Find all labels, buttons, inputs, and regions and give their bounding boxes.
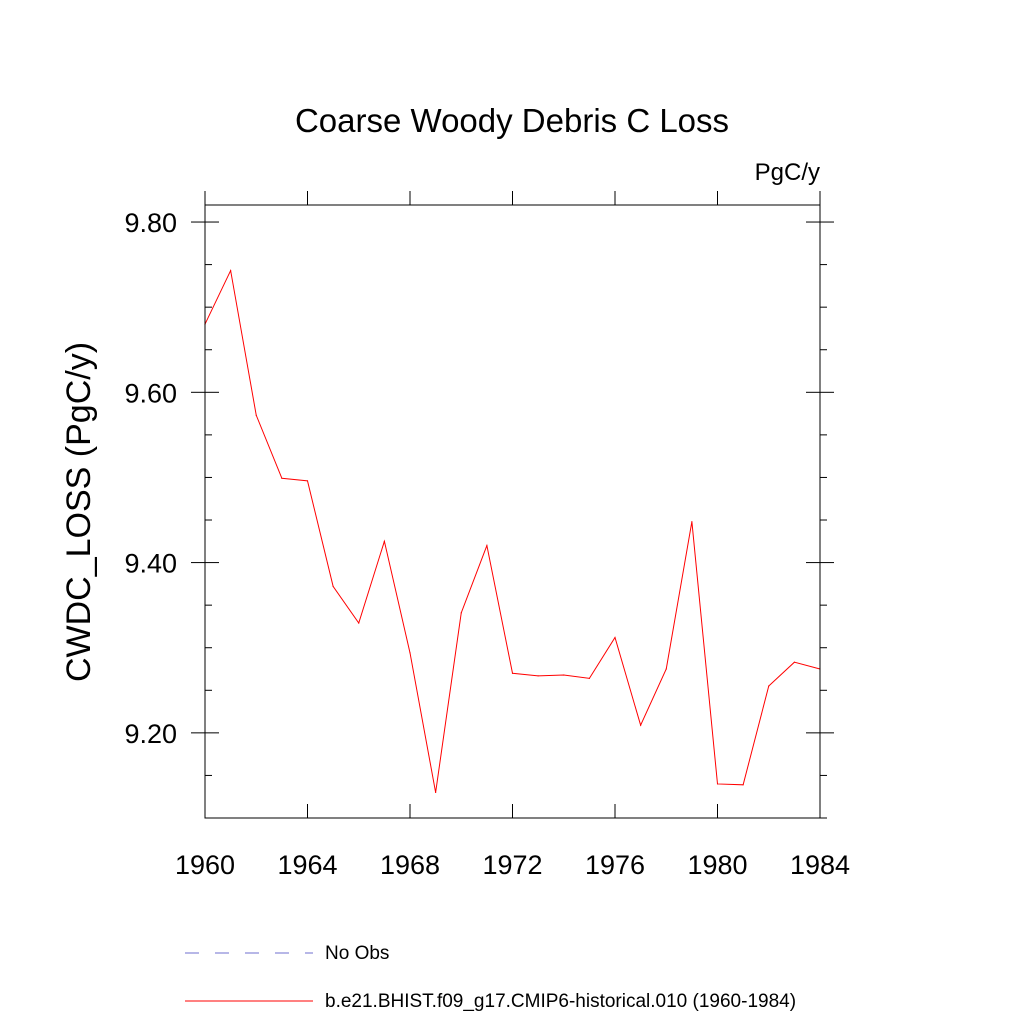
data-point xyxy=(230,269,232,272)
data-point xyxy=(332,585,334,588)
x-tick-label: 1968 xyxy=(380,850,440,880)
tick-labels: 1960 1964 1968 1972 1976 1980 1984 9.20 9.40 9.60… xyxy=(124,208,850,880)
data-point xyxy=(281,477,283,479)
legend-label-no-obs: No Obs xyxy=(325,943,389,964)
x-tick-label: 1960 xyxy=(175,850,235,880)
data-point xyxy=(486,544,488,547)
x-tick-label: 1972 xyxy=(482,850,542,880)
x-tick-label: 1980 xyxy=(687,850,747,880)
data-point xyxy=(640,724,642,726)
legend: No Obs b.e21.BHIST.f09_g17.CMIP6-histori… xyxy=(185,943,796,1012)
data-point xyxy=(255,414,257,416)
data-point xyxy=(409,652,411,654)
y-tick-label: 9.60 xyxy=(124,378,177,408)
data-point xyxy=(358,622,360,624)
chart-title: Coarse Woody Debris C Loss xyxy=(295,102,729,139)
data-point xyxy=(768,685,770,687)
data-point xyxy=(665,668,667,670)
data-point xyxy=(460,612,462,614)
data-point xyxy=(691,521,693,523)
data-point xyxy=(716,783,719,785)
data-point xyxy=(383,540,385,542)
series-layer xyxy=(204,268,821,794)
x-tick-label: 1984 xyxy=(790,850,850,880)
plot-frame xyxy=(204,204,821,819)
y-tick-label: 9.40 xyxy=(124,549,177,579)
data-point xyxy=(537,675,539,677)
data-point xyxy=(306,480,309,482)
data-point xyxy=(563,674,565,676)
y-tick-label: 9.80 xyxy=(124,208,177,238)
axis-ticks xyxy=(191,191,834,819)
y-tick-label: 9.20 xyxy=(124,719,177,749)
data-point xyxy=(511,672,514,674)
data-point xyxy=(793,661,795,663)
legend-label-model: b.e21.BHIST.f09_g17.CMIP6-historical.010… xyxy=(325,991,796,1012)
x-tick-label: 1976 xyxy=(585,850,645,880)
x-tick-label: 1964 xyxy=(277,850,337,880)
y-axis-label: CWDC_LOSS (PgC/y) xyxy=(60,342,98,682)
data-point xyxy=(614,636,616,639)
data-point xyxy=(435,791,437,794)
series-line-0 xyxy=(204,268,821,793)
data-point xyxy=(588,677,590,679)
units-label: PgC/y xyxy=(755,159,820,186)
data-point xyxy=(742,784,744,786)
